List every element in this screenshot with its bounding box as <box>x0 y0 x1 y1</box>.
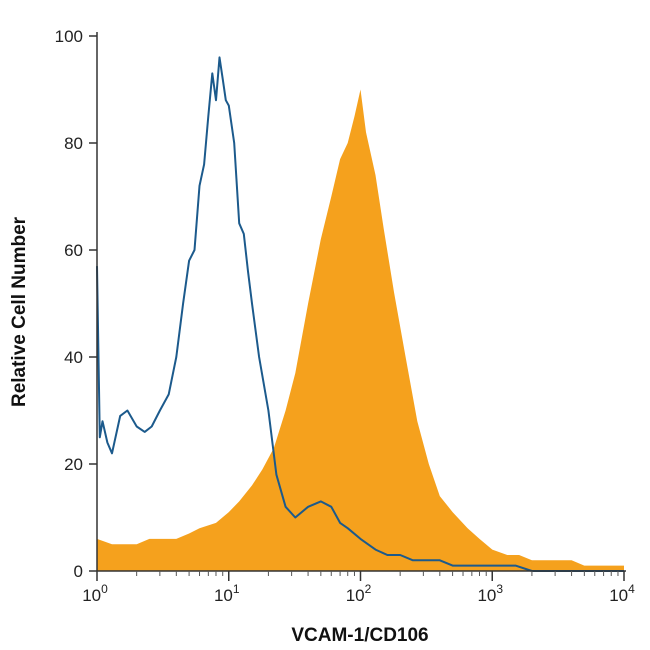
y-tick-label: 20 <box>64 455 83 474</box>
x-tick-label: 100 <box>82 582 108 605</box>
y-axis-title: Relative Cell Number <box>9 216 30 407</box>
y-tick-label: 40 <box>64 348 83 367</box>
x-tick-label: 101 <box>214 582 240 605</box>
x-axis-title: VCAM-1/CD106 <box>291 625 428 646</box>
y-tick-label: 60 <box>64 241 83 260</box>
x-tick-label: 104 <box>609 582 635 605</box>
y-tick-label: 0 <box>74 562 83 581</box>
x-tick-label: 103 <box>477 582 503 605</box>
series-1-line-histogram <box>96 56 624 572</box>
y-tick-label: 100 <box>55 27 83 46</box>
x-tick-label: 102 <box>346 582 372 605</box>
y-tick-label: 80 <box>64 134 83 153</box>
series-0-filled-histogram <box>97 89 624 571</box>
